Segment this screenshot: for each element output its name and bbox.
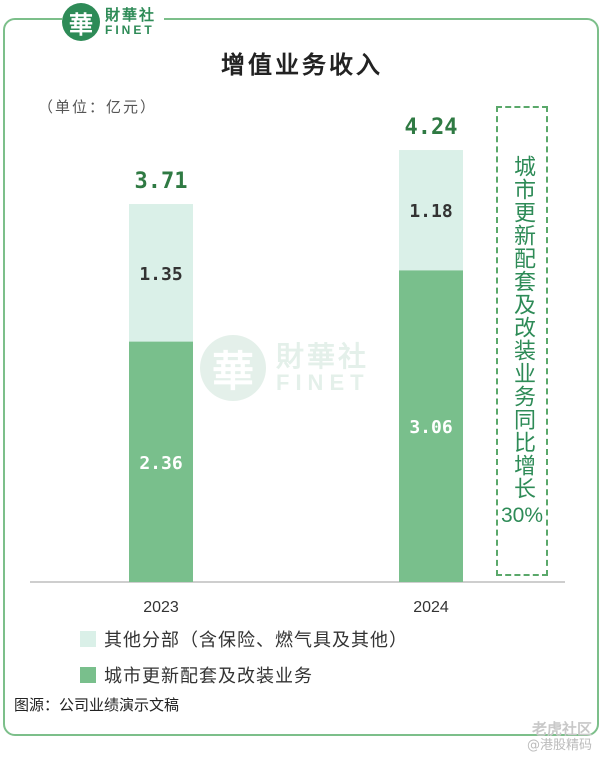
logo-seal: 華 xyxy=(62,3,100,41)
finet-logo: 華 財華社 FINET xyxy=(62,0,165,44)
growth-note: 城市更新配套及改装业务同比增长 30% xyxy=(496,106,548,576)
legend-swatch-other xyxy=(80,631,96,647)
background-watermark: 華 財華社 FINET xyxy=(200,335,370,401)
segment-label-2023-urban: 2.36 xyxy=(139,453,182,474)
total-label-2024: 4.24 xyxy=(405,115,458,140)
legend-label-other: 其他分部（含保险、燃气具及其他） xyxy=(104,630,408,651)
growth-note-text: 城市更新配套及改装业务同比增长 xyxy=(510,154,535,500)
segment-label-2024-urban: 3.06 xyxy=(409,417,452,438)
watermark-sub: @港股精码 xyxy=(526,738,592,753)
logo-en: FINET xyxy=(105,22,155,37)
bar-2024-urban xyxy=(399,270,463,582)
x-tick-2023: 2023 xyxy=(143,599,179,616)
legend-label-urban: 城市更新配套及改装业务 xyxy=(104,666,313,687)
legend-item-other: 其他分部（含保险、燃气具及其他） xyxy=(80,626,408,652)
bar-2023-urban xyxy=(129,341,193,582)
bg-cn: 財華社 xyxy=(276,339,370,373)
legend-item-urban: 城市更新配套及改装业务 xyxy=(80,662,313,688)
logo-cn: 財華社 xyxy=(105,5,157,24)
growth-note-pct: 30% xyxy=(500,503,544,527)
watermark-main: 老虎社区 xyxy=(531,720,592,738)
bg-en: FINET xyxy=(276,370,370,396)
unit-label: （单位：亿元） xyxy=(38,98,158,116)
chart-title: 增值业务收入 xyxy=(221,50,383,79)
corner-watermark: 老虎社区 @港股精码 xyxy=(527,720,592,754)
legend-swatch-urban xyxy=(80,667,96,683)
bar-chart: 2.36 1.35 3.71 2023 3.06 1.18 4.24 2024 xyxy=(30,115,565,616)
bg-seal: 華 xyxy=(200,335,266,401)
bar-2024-other xyxy=(399,150,463,271)
segment-label-2024-other: 1.18 xyxy=(409,201,452,222)
x-tick-2024: 2024 xyxy=(413,599,449,616)
bar-2023-other xyxy=(129,204,193,342)
chart-card xyxy=(3,18,599,736)
source-note: 图源：公司业绩演示文稿 xyxy=(14,696,180,714)
total-label-2023: 3.71 xyxy=(135,169,188,194)
segment-label-2023-other: 1.35 xyxy=(139,264,182,285)
